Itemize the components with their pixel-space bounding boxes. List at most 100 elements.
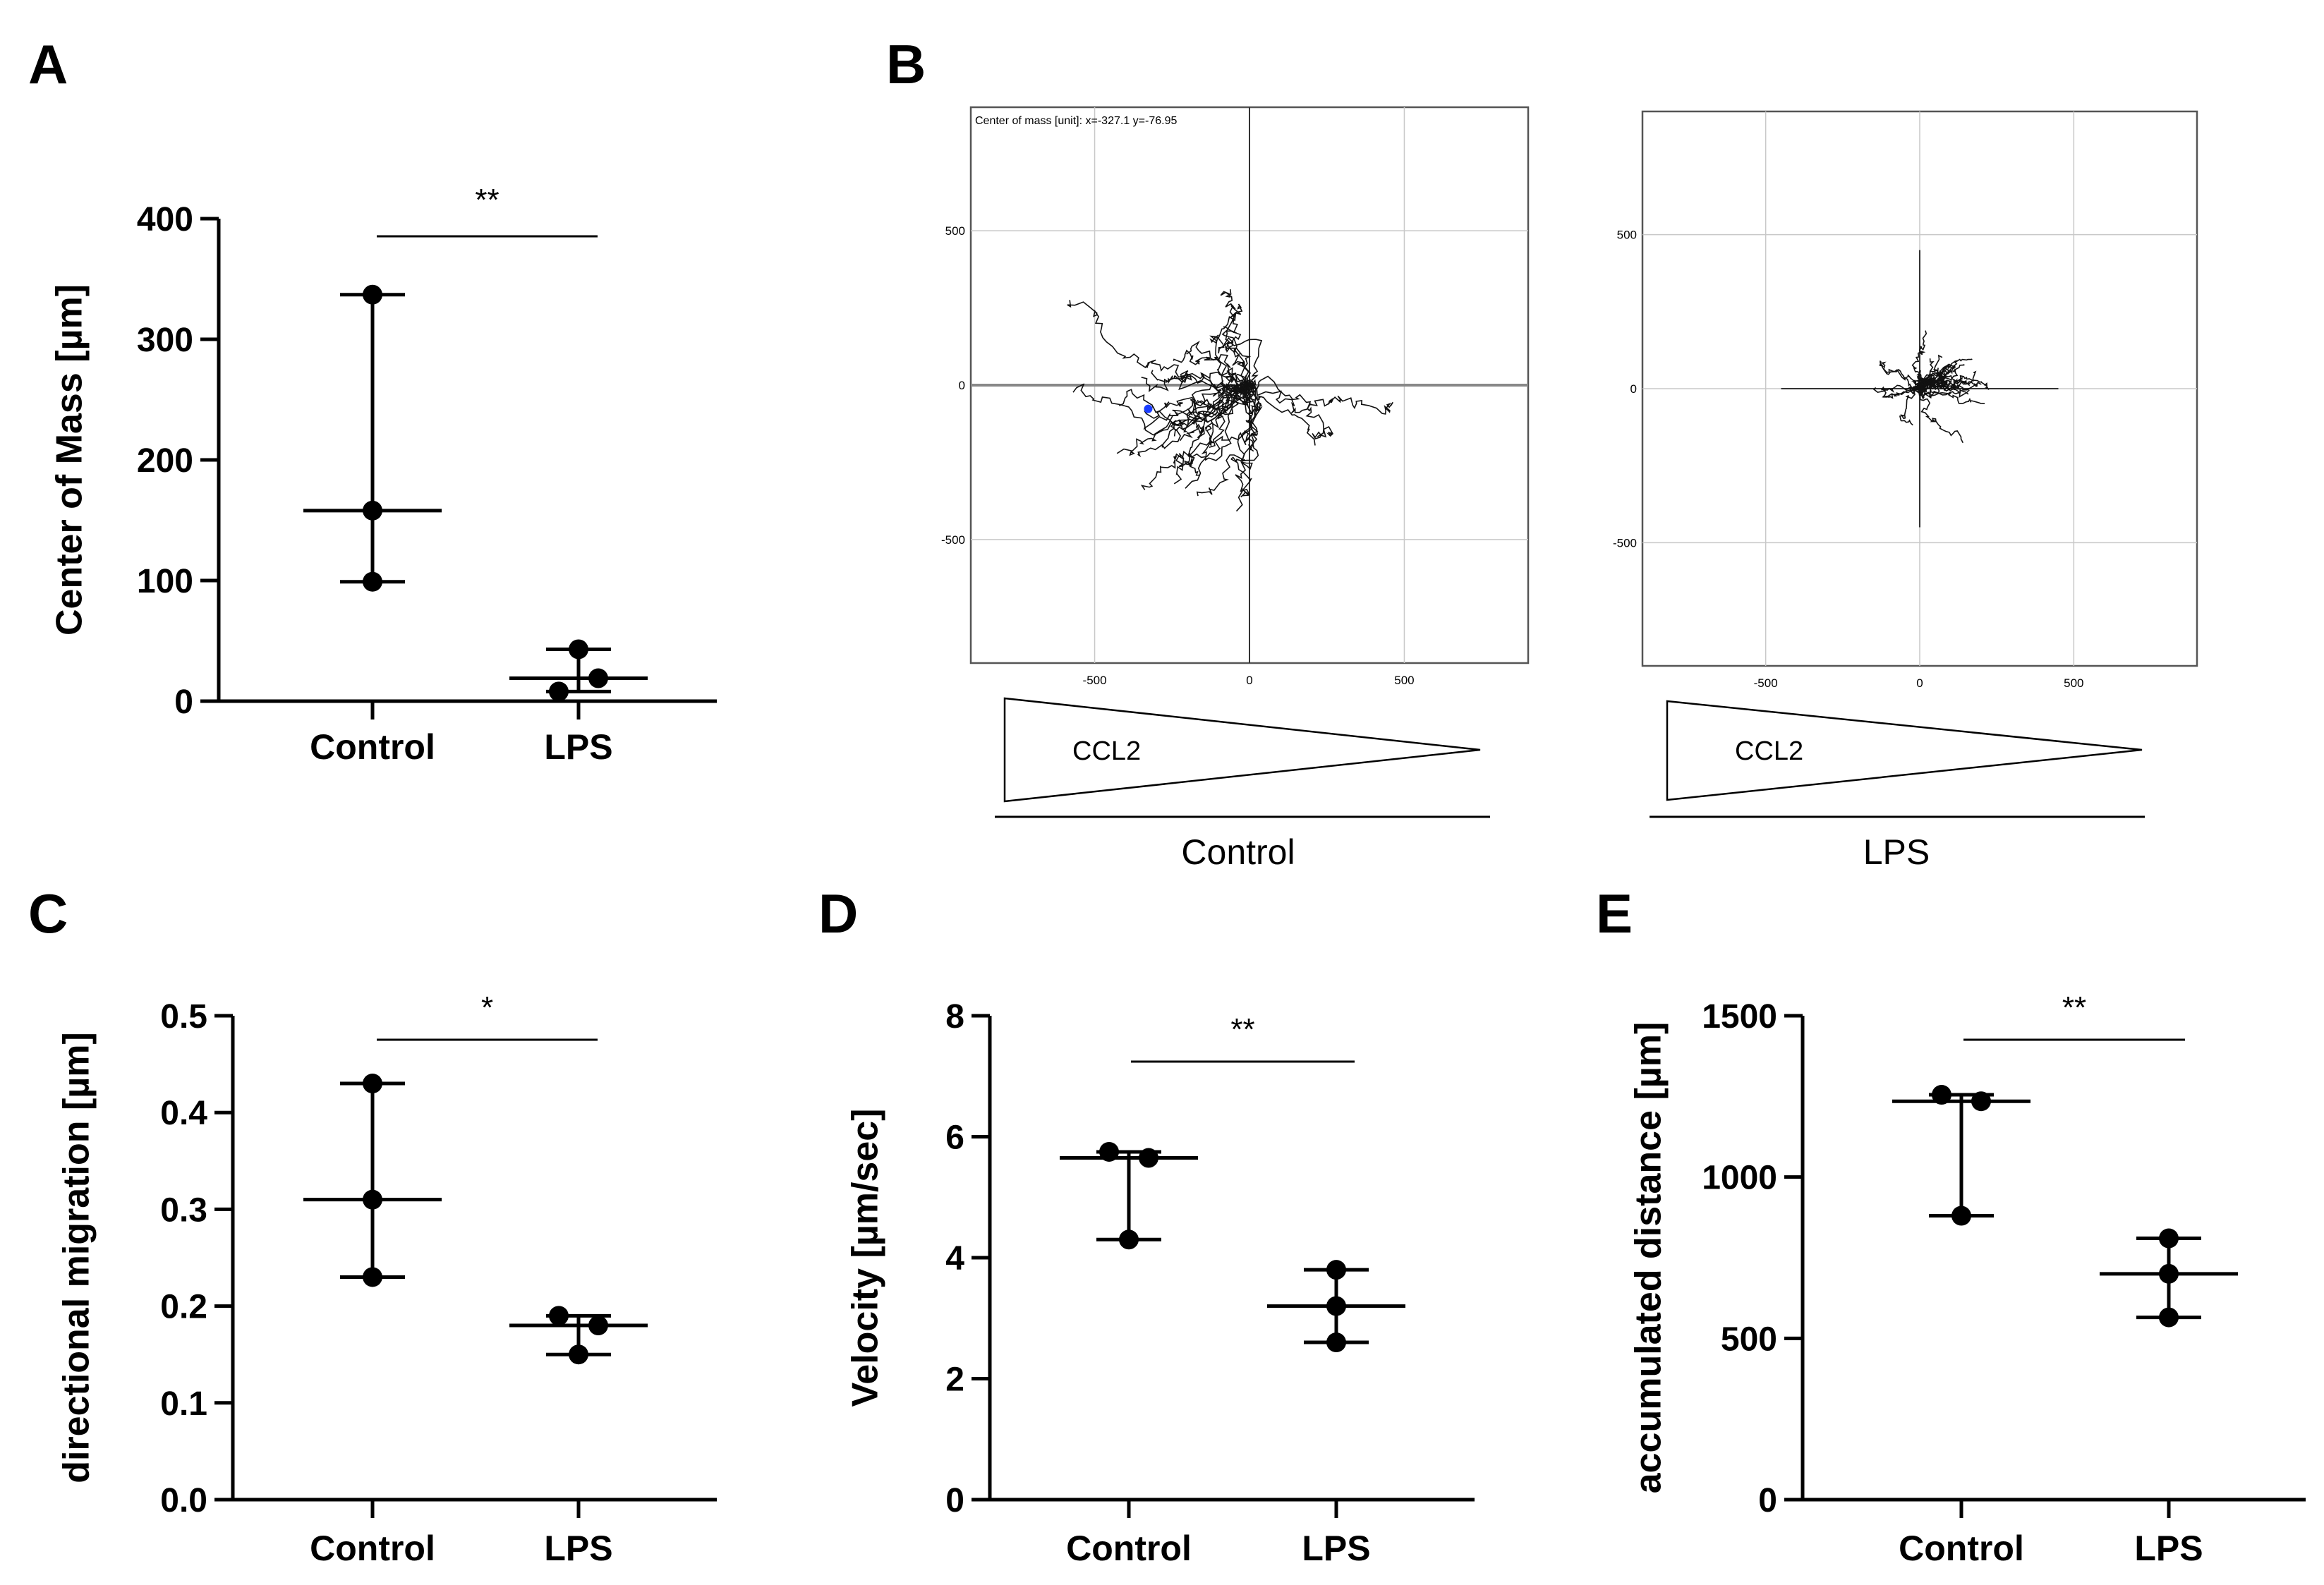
cell-track-lps-26 <box>1919 375 1951 394</box>
panel-letter-b: B <box>886 33 926 95</box>
cell-track-control-13 <box>1151 370 1250 390</box>
data-point-c-1-1 <box>588 1316 608 1336</box>
data-point-e-0-0 <box>1932 1085 1951 1105</box>
cell-track-lps-7 <box>1919 387 1985 404</box>
y-tick-label-c-2: 0.2 <box>160 1289 207 1326</box>
significance-label-e: ** <box>2062 990 2086 1025</box>
cell-track-control-10 <box>1245 375 1334 439</box>
y-tick-label-c-4: 0.4 <box>160 1095 207 1132</box>
cell-track-control-27 <box>1191 384 1257 425</box>
y-tick-label-d-0: 0 <box>945 1482 964 1519</box>
cell-track-control-4 <box>1118 384 1250 427</box>
data-point-e-1-2 <box>2159 1307 2179 1328</box>
cell-track-control-21 <box>1201 384 1251 460</box>
panel-a: 0 100 200 300 400 Control LPS Center of Mass [µ… <box>49 183 717 767</box>
y-tick-label-e-2: 1000 <box>1702 1160 1777 1197</box>
cell-track-lps-21 <box>1919 379 1969 395</box>
data-point-a-0-1 <box>363 500 382 521</box>
data-point-a-1-1 <box>588 668 608 688</box>
cell-track-lps-25 <box>1879 363 1920 391</box>
track-x-tick-control-0: -500 <box>1083 674 1107 687</box>
x-tick-label-e-1: LPS <box>2134 1529 2203 1568</box>
x-tick-label-c-1: LPS <box>544 1529 612 1568</box>
y-axis-label-a: Center of Mass [µm] <box>49 284 90 636</box>
track-y-tick-lps-1: 0 <box>1630 382 1637 396</box>
panel-letter-a: A <box>28 33 68 95</box>
y-tick-label-c-0: 0.0 <box>160 1482 207 1519</box>
x-tick-label-d-0: Control <box>1066 1529 1192 1568</box>
track-annotation-control: Center of mass [unit]: x=-327.1 y=-76.95 <box>975 115 1177 127</box>
cell-track-control-25 <box>1116 384 1250 456</box>
panel-letter-d: D <box>818 882 858 945</box>
cell-track-lps-19 <box>1879 360 1922 392</box>
cell-track-control-20 <box>1235 384 1262 498</box>
data-point-c-1-0 <box>549 1306 569 1326</box>
y-tick-label-d-1: 2 <box>945 1361 964 1399</box>
y-tick-label-a-2: 200 <box>137 442 193 480</box>
y-tick-label-a-3: 300 <box>137 322 193 359</box>
data-point-d-1-1 <box>1326 1296 1346 1316</box>
y-tick-label-e-1: 500 <box>1721 1320 1777 1358</box>
gradient-label-lps: CCL2 <box>1735 736 1803 766</box>
gradient-triangle-lps <box>1666 700 2143 801</box>
cell-track-lps-27 <box>1919 358 1935 389</box>
panel-b: -500 0 500 500 0 -500 Center of mass [unit]: x… <box>941 106 2198 872</box>
track-y-tick-control-1: 0 <box>959 379 965 392</box>
cell-track-control-22 <box>1223 326 1252 388</box>
track-y-tick-control-0: 500 <box>945 224 965 238</box>
y-tick-label-c-1: 0.1 <box>160 1385 207 1423</box>
y-tick-label-a-1: 100 <box>137 563 193 600</box>
data-point-c-0-0 <box>363 1074 382 1094</box>
data-point-c-0-2 <box>363 1267 382 1287</box>
x-tick-label-a-1: LPS <box>544 727 612 767</box>
gradient-label-control: CCL2 <box>1072 736 1141 766</box>
x-tick-label-e-0: Control <box>1899 1529 2024 1568</box>
panel-letter-c: C <box>28 882 68 945</box>
cell-track-control-31 <box>1179 382 1250 442</box>
cell-track-control-32 <box>1143 382 1250 430</box>
cell-track-lps-12 <box>1911 330 1927 389</box>
cell-track-control-15 <box>1072 383 1250 436</box>
data-point-e-0-1 <box>1971 1091 1991 1112</box>
data-point-d-1-2 <box>1326 1332 1346 1353</box>
cell-track-control-7 <box>1209 334 1250 390</box>
data-point-e-1-1 <box>2159 1263 2179 1284</box>
data-point-a-1-2 <box>549 681 569 702</box>
data-point-c-1-2 <box>569 1344 588 1365</box>
cell-track-lps-9 <box>1918 388 1964 444</box>
y-tick-label-a-4: 400 <box>137 201 193 238</box>
cell-track-control-30 <box>1140 384 1253 490</box>
panel-letter-e: E <box>1596 882 1633 945</box>
y-axis-label-e: accumulated distance [µm] <box>1628 1022 1669 1494</box>
panel-d: 0 2 4 6 8 Control LPS Velocity [µm/sec] ** <box>845 998 1475 1568</box>
track-x-tick-control-2: 500 <box>1394 674 1414 687</box>
y-tick-label-d-4: 8 <box>945 998 964 1036</box>
y-tick-label-a-0: 0 <box>174 684 193 721</box>
significance-label-a: ** <box>475 183 499 217</box>
data-point-a-0-0 <box>363 284 382 305</box>
x-tick-label-c-0: Control <box>310 1529 435 1568</box>
data-point-d-0-0 <box>1099 1141 1119 1162</box>
data-point-c-0-1 <box>363 1189 382 1210</box>
data-point-e-1-0 <box>2159 1228 2179 1249</box>
data-point-a-0-2 <box>363 571 382 592</box>
track-x-tick-lps-1: 0 <box>1916 676 1923 690</box>
y-tick-label-d-2: 4 <box>945 1240 964 1277</box>
y-tick-label-c-5: 0.5 <box>160 998 207 1036</box>
y-axis-label-c: directional migration [µm] <box>56 1032 97 1483</box>
cell-track-control-33 <box>1209 384 1255 449</box>
track-y-tick-lps-0: 500 <box>1617 229 1637 242</box>
x-tick-label-a-0: Control <box>310 727 435 767</box>
data-point-a-1-0 <box>569 639 588 660</box>
cell-track-control-8 <box>1221 303 1251 386</box>
cell-track-control-2 <box>1144 377 1254 419</box>
track-y-tick-lps-2: -500 <box>1613 536 1637 549</box>
cell-track-control-11 <box>1230 384 1262 512</box>
cell-track-control-24 <box>1249 381 1316 446</box>
panel-c: 0.0 0.1 0.2 0.3 0.4 0.5 Control LPS directional … <box>56 990 717 1568</box>
track-caption-control: Control <box>1181 832 1295 872</box>
track-caption-lps: LPS <box>1863 832 1930 872</box>
track-y-tick-control-2: -500 <box>941 533 965 547</box>
significance-label-d: ** <box>1230 1012 1254 1047</box>
